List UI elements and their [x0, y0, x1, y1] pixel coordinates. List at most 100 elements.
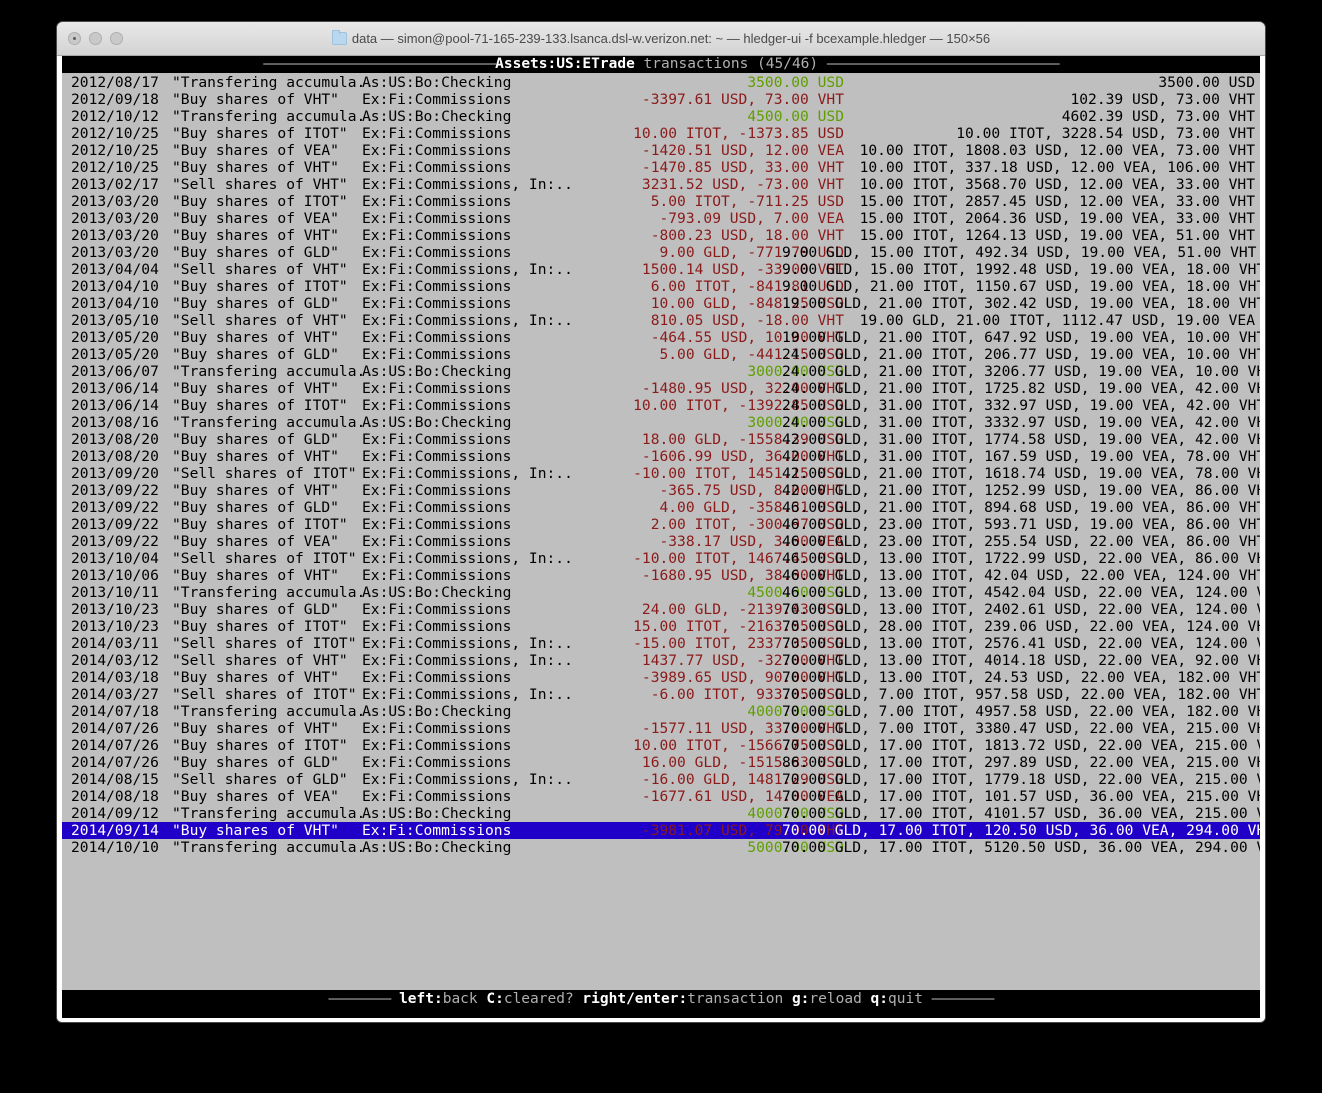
transaction-list[interactable]: 2012/08/17 "Transfering accumula.. As:US:B… [62, 73, 1260, 984]
terminal-window: data — simon@pool-71-165-239-133.lsanca.… [57, 22, 1265, 1022]
table-row[interactable]: 2014/03/18 "Buy shares of VHT" Ex:Fi:Commi… [62, 669, 1260, 686]
table-row[interactable]: 2012/08/17 "Transfering accumula.. As:US:B… [62, 74, 1260, 91]
minimize-button[interactable] [89, 32, 102, 45]
table-row[interactable]: 2013/08/20 "Buy shares of VHT" Ex:Fi:Commi… [62, 448, 1260, 465]
table-row[interactable]: 2013/05/20 "Buy shares of GLD" Ex:Fi:Commi… [62, 346, 1260, 363]
row-amount: 3231.52 USD, -73.00 VHT [641, 176, 844, 193]
table-row[interactable]: 2014/07/26 "Buy shares of ITOT" Ex:Fi:Comm… [62, 737, 1260, 754]
row-accounts: Ex:Fi:Commissions, In:.. [362, 550, 573, 567]
row-accounts: Ex:Fi:Commissions [362, 125, 512, 142]
row-description: "Buy shares of VHT" [172, 567, 339, 584]
table-row[interactable]: 2013/10/04 "Sell shares of ITOT" Ex:Fi:Com… [62, 550, 1260, 567]
table-row[interactable]: 2013/06/07 "Transfering accumula.. As:US:B… [62, 363, 1260, 380]
table-row[interactable]: 2013/05/20 "Buy shares of VHT" Ex:Fi:Commi… [62, 329, 1260, 346]
table-row[interactable]: 2013/04/04 "Sell shares of VHT" Ex:Fi:Comm… [62, 261, 1260, 278]
table-row[interactable]: 2013/09/22 "Buy shares of ITOT" Ex:Fi:Comm… [62, 516, 1260, 533]
table-row[interactable]: 2013/10/23 "Buy shares of GLD" Ex:Fi:Commi… [62, 601, 1260, 618]
table-row[interactable]: 2014/03/12 "Sell shares of VHT" Ex:Fi:Comm… [62, 652, 1260, 669]
row-description: "Buy shares of VEA" [172, 210, 339, 227]
row-description: "Buy shares of GLD" [172, 346, 339, 363]
row-date: 2013/06/14 [71, 397, 159, 414]
maximize-button[interactable] [110, 32, 123, 45]
row-amount: 3000.00 USD [747, 363, 844, 380]
row-accounts: Ex:Fi:Commissions [362, 142, 512, 159]
row-balance: 86.00 GLD, 17.00 ITOT, 297.89 USD, 22.00… [782, 754, 1260, 771]
table-row[interactable]: 2013/04/10 "Buy shares of GLD" Ex:Fi:Commi… [62, 295, 1260, 312]
table-row[interactable]: 2012/10/12 "Transfering accumula.. As:US:B… [62, 108, 1260, 125]
row-amount: -1677.61 USD, 14.00 VEA [641, 788, 844, 805]
table-row[interactable]: 2012/09/18 "Buy shares of VHT" Ex:Fi:Commi… [62, 91, 1260, 108]
row-amount: -338.17 USD, 3.00 VEA [659, 533, 844, 550]
register-header: ——————————————————————————————Assets:US:… [62, 56, 1260, 73]
table-row[interactable]: 2013/09/20 "Sell shares of ITOT" Ex:Fi:Com… [62, 465, 1260, 482]
table-row[interactable]: 2014/10/10 "Transfering accumula.. As:US:B… [62, 839, 1260, 856]
row-balance: 70.00 GLD, 13.00 ITOT, 4014.18 USD, 22.0… [782, 652, 1260, 669]
table-row[interactable]: 2012/10/25 "Buy shares of ITOT" Ex:Fi:Comm… [62, 125, 1260, 142]
row-date: 2012/08/17 [71, 74, 159, 91]
table-row[interactable]: 2014/03/27 "Sell shares of ITOT" Ex:Fi:Com… [62, 686, 1260, 703]
row-description: "Sell shares of VHT" [172, 312, 348, 329]
row-balance: 46.00 GLD, 23.00 ITOT, 593.71 USD, 19.00… [782, 516, 1260, 533]
row-description: "Buy shares of VHT" [172, 227, 339, 244]
row-description: "Sell shares of GLD" [172, 771, 348, 788]
table-row[interactable]: 2013/08/20 "Buy shares of GLD" Ex:Fi:Commi… [62, 431, 1260, 448]
table-row[interactable]: 2013/09/22 "Buy shares of GLD" Ex:Fi:Commi… [62, 499, 1260, 516]
row-description: "Buy shares of ITOT" [172, 125, 348, 142]
table-row[interactable]: 2013/03/20 "Buy shares of GLD" Ex:Fi:Commi… [62, 244, 1260, 261]
status-key: g: [791, 991, 810, 1007]
table-row[interactable]: 2013/04/10 "Buy shares of ITOT" Ex:Fi:Comm… [62, 278, 1260, 295]
table-row[interactable]: 2014/09/12 "Transfering accumula.. As:US:B… [62, 805, 1260, 822]
row-date: 2013/09/22 [71, 516, 159, 533]
row-date: 2014/07/26 [71, 737, 159, 754]
close-button[interactable] [68, 32, 81, 45]
row-amount: 810.05 USD, -18.00 VHT [650, 312, 844, 329]
table-row[interactable]: 2014/07/18 "Transfering accumula.. As:US:B… [62, 703, 1260, 720]
status-bar-area: ———————— left:back C:cleared? right/ente… [62, 986, 1260, 1018]
table-row[interactable]: 2014/07/26 "Buy shares of GLD" Ex:Fi:Commi… [62, 754, 1260, 771]
row-accounts: Ex:Fi:Commissions [362, 159, 512, 176]
row-date: 2013/05/20 [71, 329, 159, 346]
row-balance: 70.00 GLD, 7.00 ITOT, 3380.47 USD, 22.00… [782, 720, 1260, 737]
row-balance: 15.00 ITOT, 2857.45 USD, 12.00 VEA, 33.0… [859, 193, 1255, 210]
table-row[interactable]: 2014/09/14 "Buy shares of VHT" Ex:Fi:Commi… [62, 822, 1260, 839]
table-row[interactable]: 2013/06/14 "Buy shares of VHT" Ex:Fi:Commi… [62, 380, 1260, 397]
row-balance: 4602.39 USD, 73.00 VHT [1061, 108, 1255, 125]
table-row[interactable]: 2013/10/23 "Buy shares of ITOT" Ex:Fi:Comm… [62, 618, 1260, 635]
table-row[interactable]: 2012/10/25 "Buy shares of VHT" Ex:Fi:Commi… [62, 159, 1260, 176]
status-desc: quit [888, 991, 932, 1007]
table-row[interactable]: 2013/03/20 "Buy shares of ITOT" Ex:Fi:Comm… [62, 193, 1260, 210]
row-date: 2013/05/10 [71, 312, 159, 329]
row-amount: 4500.00 USD [747, 108, 844, 125]
table-row[interactable]: 2013/10/11 "Transfering accumula.. As:US:B… [62, 584, 1260, 601]
row-description: "Buy shares of ITOT" [172, 397, 348, 414]
table-row[interactable]: 2013/09/22 "Buy shares of VHT" Ex:Fi:Commi… [62, 482, 1260, 499]
table-row[interactable]: 2013/02/17 "Sell shares of VHT" Ex:Fi:Comm… [62, 176, 1260, 193]
window-titlebar[interactable]: data — simon@pool-71-165-239-133.lsanca.… [57, 22, 1265, 56]
table-row[interactable]: 2013/03/20 "Buy shares of VEA" Ex:Fi:Commi… [62, 210, 1260, 227]
row-balance: 10.00 ITOT, 337.18 USD, 12.00 VEA, 106.0… [859, 159, 1255, 176]
table-row[interactable]: 2013/08/16 "Transfering accumula.. As:US:B… [62, 414, 1260, 431]
table-row[interactable]: 2012/10/25 "Buy shares of VEA" Ex:Fi:Commi… [62, 142, 1260, 159]
row-balance: 9.00 GLD, 15.00 ITOT, 1992.48 USD, 19.00… [782, 261, 1260, 278]
table-row[interactable]: 2014/07/26 "Buy shares of VHT" Ex:Fi:Commi… [62, 720, 1260, 737]
row-description: "Buy shares of VEA" [172, 533, 339, 550]
table-row[interactable]: 2014/08/15 "Sell shares of GLD" Ex:Fi:Comm… [62, 771, 1260, 788]
table-row[interactable]: 2013/05/10 "Sell shares of VHT" Ex:Fi:Comm… [62, 312, 1260, 329]
row-amount: -1480.95 USD, 32.00 VHT [641, 380, 844, 397]
table-row[interactable]: 2014/03/11 "Sell shares of ITOT" Ex:Fi:Com… [62, 635, 1260, 652]
row-accounts: Ex:Fi:Commissions [362, 193, 512, 210]
row-balance: 19.00 GLD, 21.00 ITOT, 1112.47 USD, 19.0… [859, 312, 1255, 329]
row-date: 2013/04/10 [71, 295, 159, 312]
row-amount: -365.75 USD, 8.00 VHT [659, 482, 844, 499]
table-row[interactable]: 2013/06/14 "Buy shares of ITOT" Ex:Fi:Comm… [62, 397, 1260, 414]
table-row[interactable]: 2013/10/06 "Buy shares of VHT" Ex:Fi:Commi… [62, 567, 1260, 584]
row-date: 2012/10/25 [71, 142, 159, 159]
row-amount: 10.00 ITOT, -1566.75 USD [633, 737, 844, 754]
row-balance: 46.00 GLD, 23.00 ITOT, 255.54 USD, 22.00… [782, 533, 1260, 550]
table-row[interactable]: 2013/03/20 "Buy shares of VHT" Ex:Fi:Commi… [62, 227, 1260, 244]
row-balance: 9.00 GLD, 21.00 ITOT, 1150.67 USD, 19.00… [782, 278, 1260, 295]
row-description: "Buy shares of GLD" [172, 431, 339, 448]
table-row[interactable]: 2014/08/18 "Buy shares of VEA" Ex:Fi:Commi… [62, 788, 1260, 805]
table-row[interactable]: 2013/09/22 "Buy shares of VEA" Ex:Fi:Commi… [62, 533, 1260, 550]
row-accounts: Ex:Fi:Commissions [362, 227, 512, 244]
